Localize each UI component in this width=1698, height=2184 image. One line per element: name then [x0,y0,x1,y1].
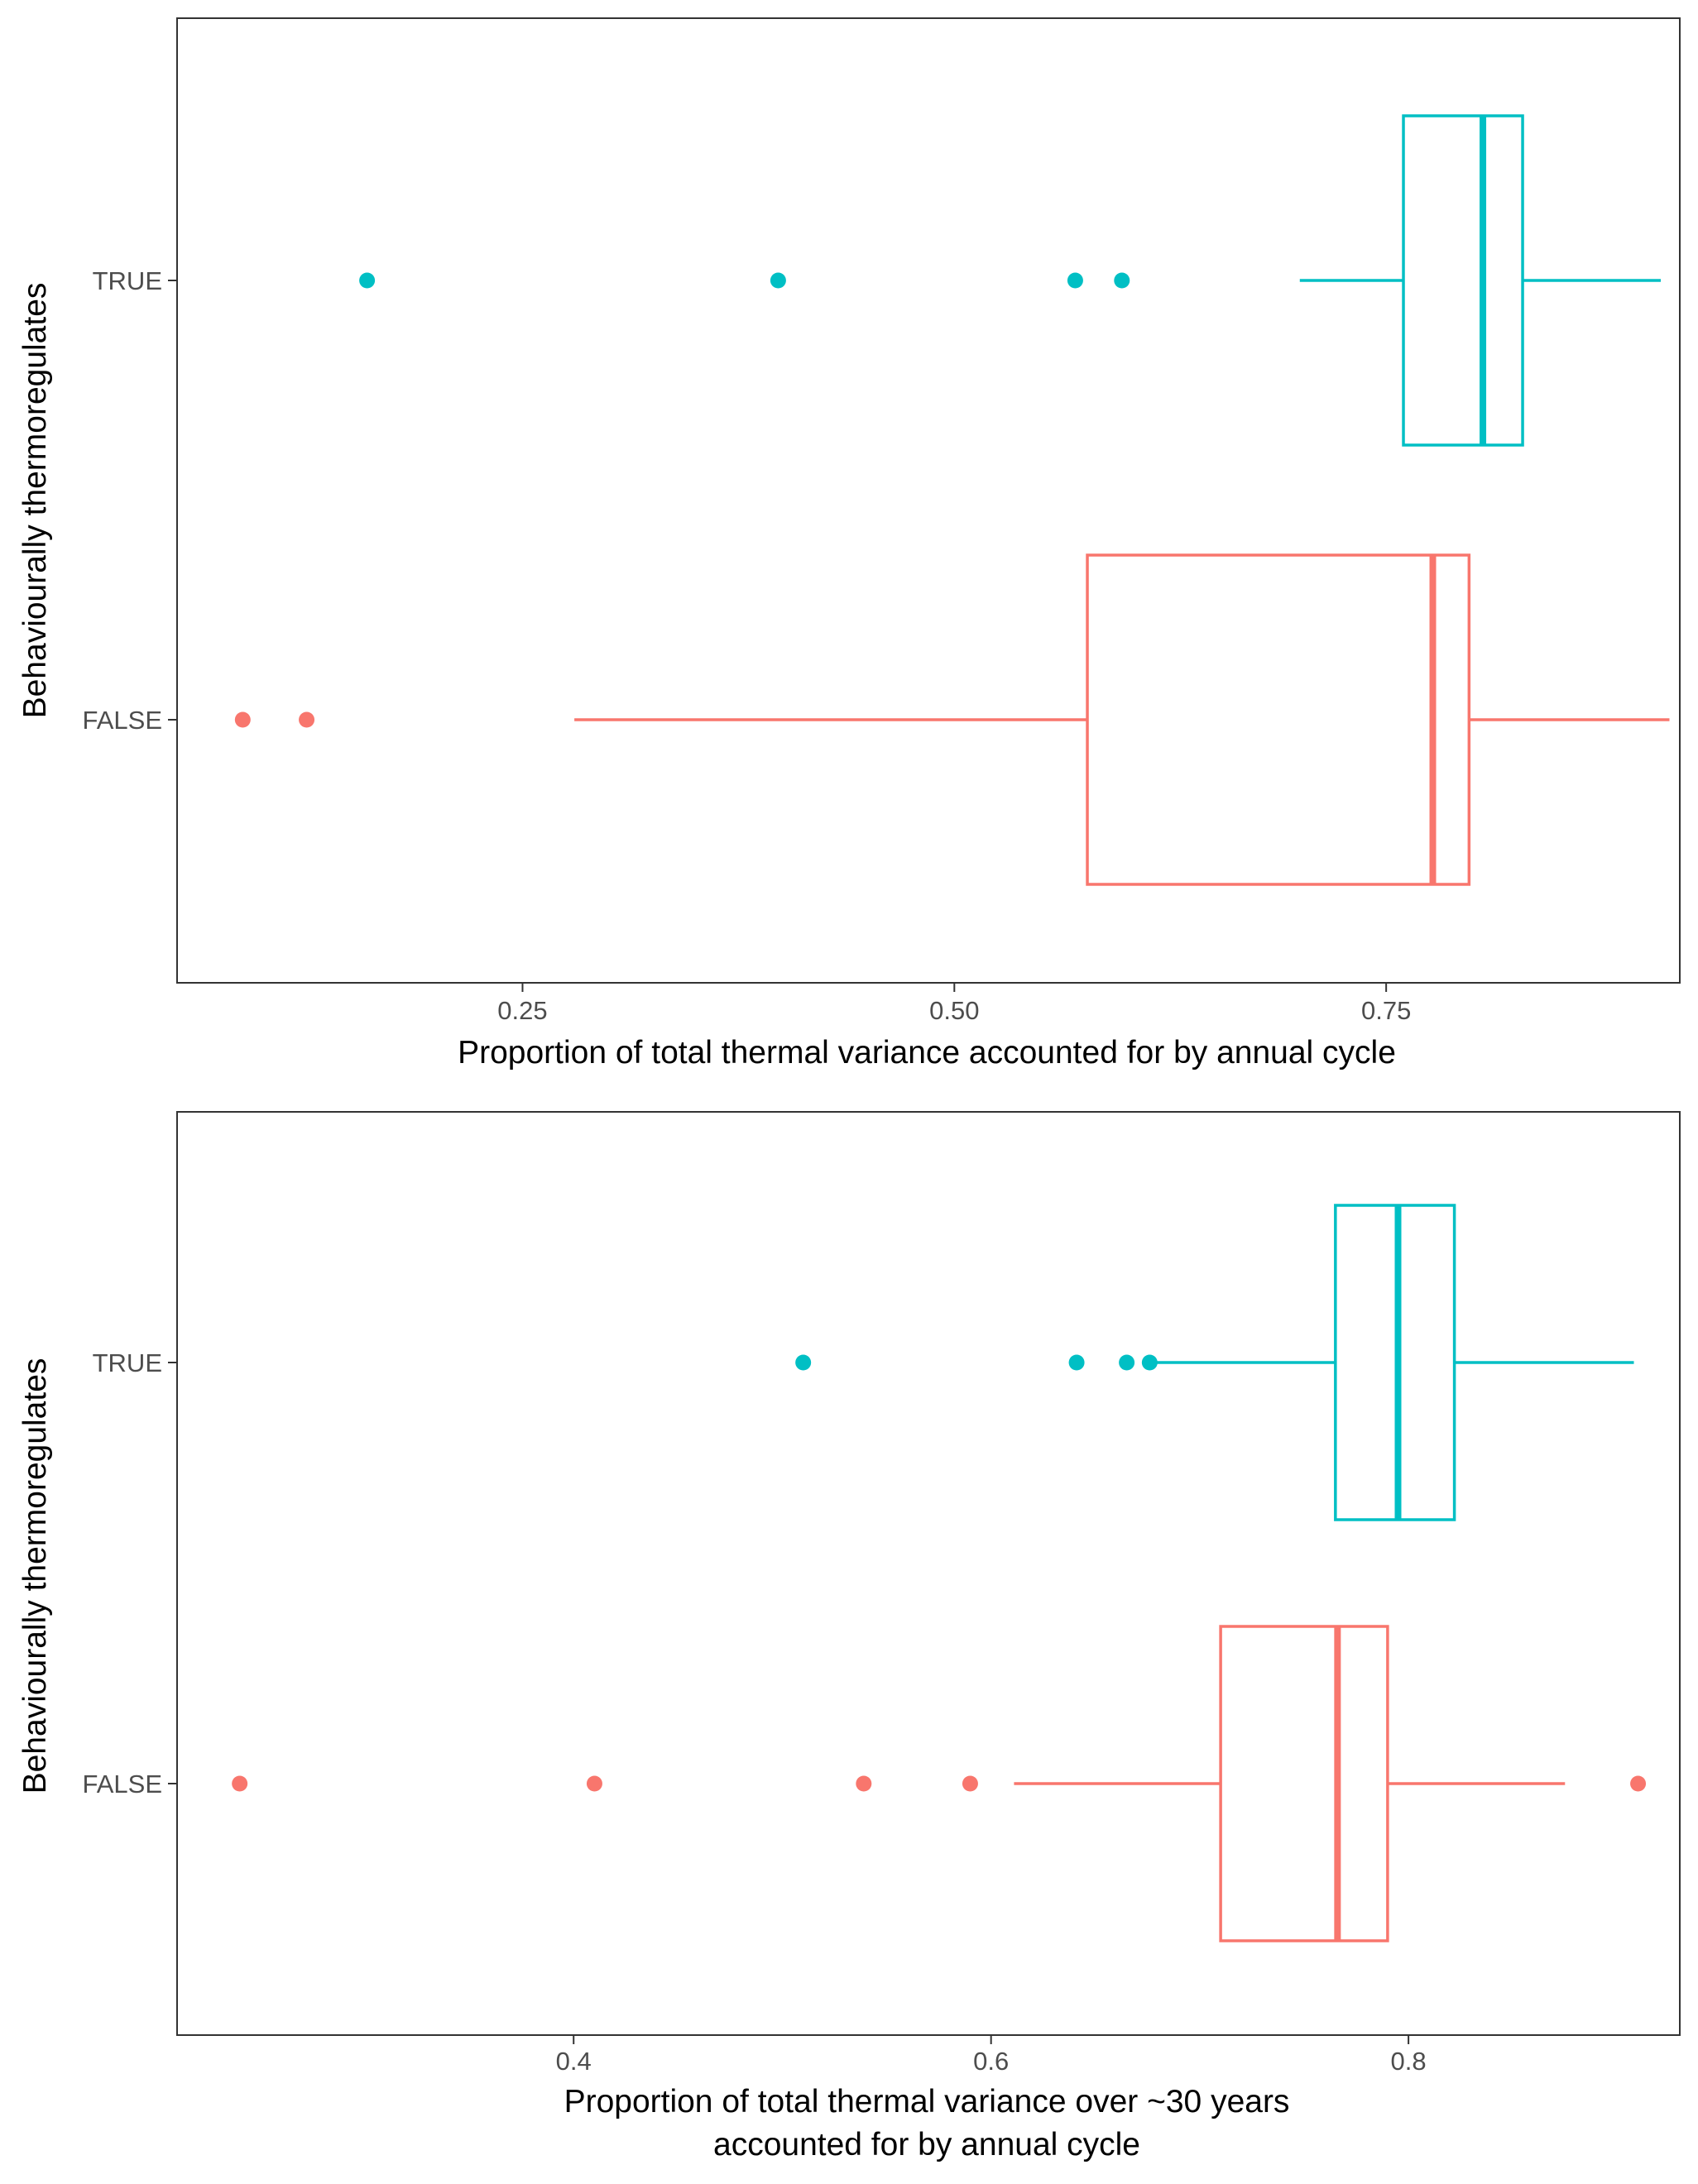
x-tick-label: 0.4 [556,2047,592,2076]
outlier-point [1630,1775,1647,1792]
chart-panel-2: 0.4 0.6 0.8 TRUE FALSE Proportion of total th… [17,1111,1681,2162]
outlier-point [234,711,251,728]
outlier-point [1067,272,1083,289]
outlier-point [299,711,315,728]
x-tick-label: 0.75 [1361,996,1411,1025]
x-axis-title: Proportion of total thermal variance acc… [458,1035,1396,1070]
box [1219,1625,1389,1942]
x-tick-label: 0.25 [497,996,547,1025]
x-tick-label: 0.8 [1391,2047,1427,2076]
panel-border [176,1111,1681,2036]
y-tick-label: FALSE [83,1770,163,1798]
x-axis-title: accounted for by annual cycle [713,2127,1140,2162]
outlier-point [962,1775,978,1792]
chart-panel-1: 0.25 0.50 0.75 TRUE FALSE Proportion of total… [17,17,1681,1070]
outlier-point [359,272,376,289]
x-axis-title: Proportion of total thermal variance ove… [564,2084,1290,2119]
outlier-point [856,1775,872,1792]
boxplot-false [232,1625,1647,1942]
outlier-point [795,1354,812,1371]
outlier-point [770,272,786,289]
box [1402,114,1524,447]
y-tick-label: TRUE [93,1348,162,1377]
outlier-point [586,1775,602,1792]
x-tick-label: 0.50 [929,996,979,1025]
boxplot-true [795,1204,1634,1521]
y-tick-label: FALSE [83,706,163,735]
boxplot-false [234,553,1670,886]
panel-border [176,17,1681,984]
y-tick-label: TRUE [93,266,162,295]
boxplot-true [359,114,1662,447]
x-tick-label: 0.6 [973,2047,1009,2076]
y-axis-title: Behaviourally thermoregulates [17,283,53,719]
outlier-point [1114,272,1130,289]
box [1086,553,1471,886]
outlier-point [1141,1354,1158,1371]
y-axis-title: Behaviourally thermoregulates [17,1358,53,1794]
outlier-point [1068,1354,1085,1371]
outlier-point [232,1775,248,1792]
outlier-point [1119,1354,1135,1371]
